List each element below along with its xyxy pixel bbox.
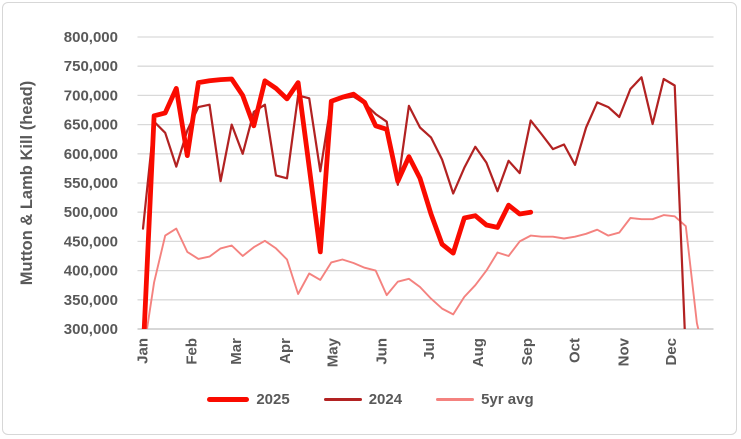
x-month-label-jun: Jun <box>373 338 390 365</box>
x-month-label-dec: Dec <box>663 338 680 366</box>
x-month-label-may: May <box>324 337 341 367</box>
y-tick-label: 450,000 <box>64 233 118 250</box>
series-line-2024 <box>141 76 686 329</box>
legend-swatch-2024 <box>323 398 362 401</box>
legend-label-5yr-avg: 5yr avg <box>481 391 534 408</box>
y-axis-title: Mutton & Lamb Kill (head) <box>18 81 36 285</box>
x-month-label-aug: Aug <box>470 338 487 367</box>
y-tick-label: 500,000 <box>64 204 118 221</box>
legend-label-2025: 2025 <box>256 391 290 408</box>
y-tick-label: 800,000 <box>64 29 118 46</box>
x-month-label-jul: Jul <box>421 338 438 360</box>
y-tick-label: 650,000 <box>64 117 118 134</box>
legend-swatch-2025 <box>207 397 250 402</box>
legend-swatch-5yr-avg <box>436 398 475 401</box>
x-month-label-apr: Apr <box>277 338 294 364</box>
y-tick-label: 550,000 <box>64 175 118 192</box>
chart-frame <box>2 2 737 435</box>
series-line-5yr-avg <box>146 214 700 329</box>
legend-item-2024: 2024 <box>323 391 403 408</box>
x-month-label-sep: Sep <box>519 338 536 366</box>
y-tick-label: 700,000 <box>64 87 118 104</box>
y-tick-label: 300,000 <box>64 321 118 338</box>
series-line-2025 <box>141 76 534 329</box>
y-tick-label: 350,000 <box>64 292 118 309</box>
y-tick-label: 750,000 <box>64 58 118 75</box>
y-tick-label: 600,000 <box>64 146 118 163</box>
x-month-label-nov: Nov <box>616 337 633 366</box>
x-month-label-feb: Feb <box>184 338 201 365</box>
y-tick-label: 400,000 <box>64 263 118 280</box>
x-month-label-jan: Jan <box>135 338 152 364</box>
legend-item-2025: 2025 <box>207 391 290 408</box>
legend-label-2024: 2024 <box>368 391 403 408</box>
x-month-label-oct: Oct <box>567 338 584 363</box>
legend-item-5yr-avg: 5yr avg <box>436 391 534 408</box>
chart-legend: 2025 2024 5yr avg <box>0 391 741 408</box>
x-month-label-mar: Mar <box>228 338 245 365</box>
